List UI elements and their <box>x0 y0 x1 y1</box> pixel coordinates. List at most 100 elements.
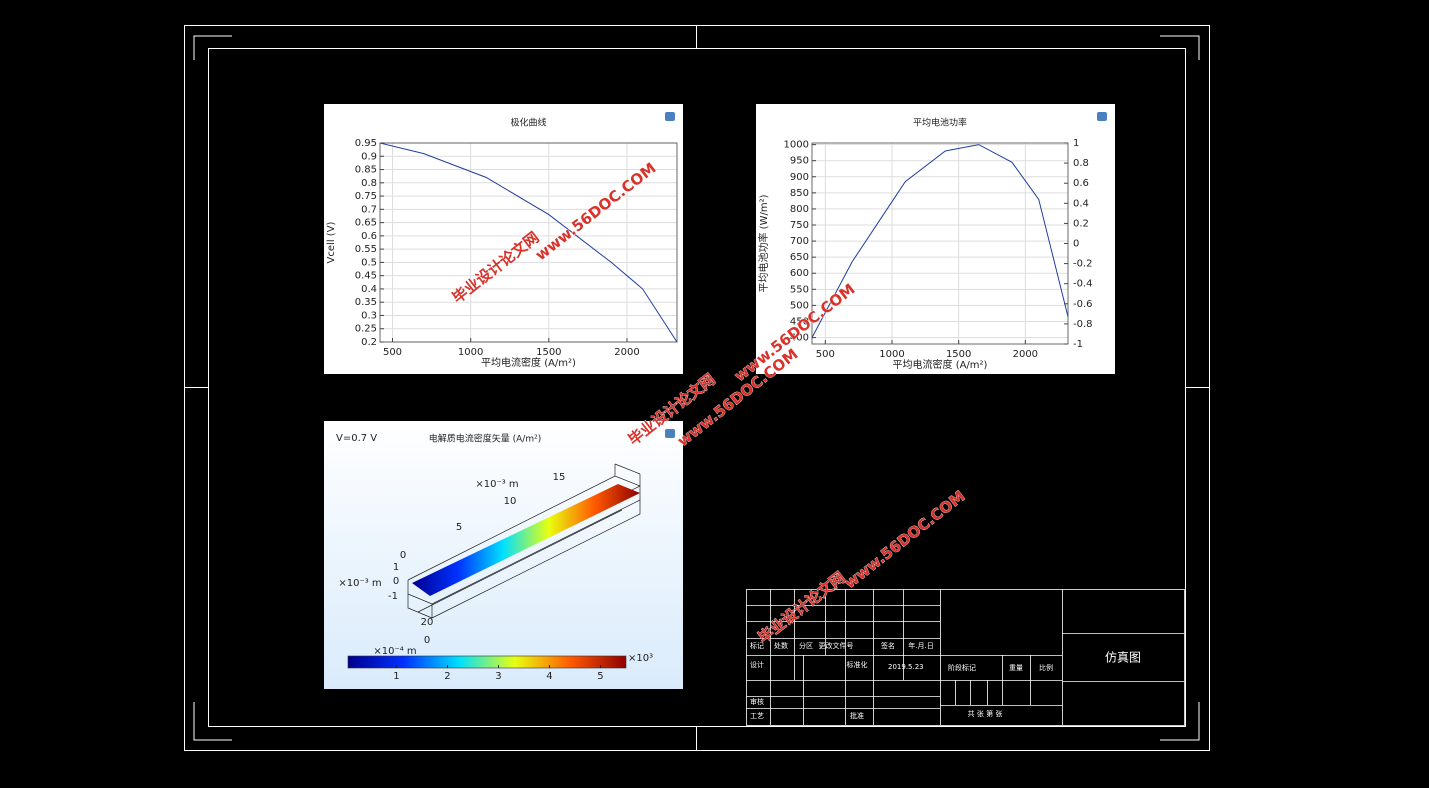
annotation: V=0.7 V <box>336 433 377 444</box>
panel <box>756 104 1115 374</box>
plot-frame <box>811 142 1069 345</box>
title-block-label: 签名 <box>881 641 895 650</box>
x-tick-label: 500 <box>383 347 402 358</box>
axis-label: ×10⁻³ m <box>475 479 518 490</box>
title-block-label: 年.月.日 <box>908 641 933 650</box>
x-tick-label: 1500 <box>946 349 971 360</box>
y-axis-label: Vcell (V) <box>326 221 337 263</box>
title-block <box>746 589 1185 726</box>
sheet-frame <box>184 25 1210 751</box>
axis-tick-label: 5 <box>456 522 462 533</box>
title-block-label: 阶段标记 <box>948 663 976 672</box>
axis-tick-label: 0 <box>424 635 430 646</box>
y-tick-label: 900 <box>790 172 809 183</box>
date: 2019.5.23 <box>888 663 924 671</box>
title-block-label: 重量 <box>1009 664 1023 672</box>
x-tick-label: 1000 <box>458 347 483 358</box>
title-block-label: 标准化 <box>847 660 868 669</box>
title-block-label: 审核 <box>750 697 764 706</box>
y-tick-label: 0.85 <box>355 165 377 176</box>
y-tick-label: 0.35 <box>355 297 377 308</box>
axis-tick-label: 10 <box>504 496 517 507</box>
y2-tick-label: -0.8 <box>1073 319 1093 330</box>
title-block-label: 处数 <box>774 641 788 650</box>
y-tick-label: 0.25 <box>355 324 377 335</box>
y-tick-label: 800 <box>790 204 809 215</box>
title-block-label: 分区 <box>799 641 813 650</box>
y-tick-label: 0.5 <box>361 257 377 268</box>
drawing-name: 仿真图 <box>1105 651 1141 665</box>
y-tick-label: 0.55 <box>355 244 377 255</box>
y2-tick-label: -0.4 <box>1073 279 1093 290</box>
y-tick-label: 0.95 <box>355 138 377 149</box>
y-tick-label: 0.2 <box>361 337 377 348</box>
colorbar-tick-label: 1 <box>393 671 399 682</box>
x-tick-label: 500 <box>816 349 835 360</box>
y-tick-label: 750 <box>790 220 809 231</box>
y2-tick-label: 1 <box>1073 138 1079 149</box>
y-tick-label: 1000 <box>784 140 809 151</box>
title-block-label: 更改文件号 <box>819 641 854 650</box>
plot-frame <box>379 142 678 343</box>
title-block-label: 标记 <box>750 641 764 650</box>
x-tick-label: 1500 <box>536 347 561 358</box>
y-tick-label: 550 <box>790 284 809 295</box>
title-block-label: 共 张 第 张 <box>968 709 1003 718</box>
title-block-label: 设计 <box>750 660 764 669</box>
x-axis-label: 平均电流密度 (A/m²) <box>481 356 576 369</box>
y2-tick-label: 0 <box>1073 239 1079 250</box>
panel-icons <box>665 112 1107 438</box>
y2-tick-label: 0.6 <box>1073 178 1089 189</box>
title-block-label: 比例 <box>1039 663 1053 672</box>
chart-title: 平均电池功率 <box>913 117 967 129</box>
y-tick-label: 950 <box>790 156 809 167</box>
y-tick-label: 0.45 <box>355 271 377 282</box>
axis-tick-label: -1 <box>388 591 398 602</box>
axis-tick-label: 0 <box>393 576 399 587</box>
data-line <box>811 144 1069 338</box>
y-tick-label: 650 <box>790 252 809 263</box>
current-density-surface <box>412 484 640 596</box>
y-tick-label: 600 <box>790 268 809 279</box>
y-tick-label: 400 <box>790 333 809 344</box>
colorbar <box>347 655 627 669</box>
watermark: www.56DOC.COM <box>841 487 969 592</box>
data-line <box>379 142 678 343</box>
colorbar-tick-label: 4 <box>546 671 552 682</box>
watermark: 毕业设计论文网 <box>755 568 849 647</box>
y2-tick-label: 0.8 <box>1073 158 1089 169</box>
colorbar-tick-label: 5 <box>597 671 603 682</box>
y2-tick-label: -1 <box>1073 339 1083 350</box>
y2-tick-label: 0.2 <box>1073 218 1089 229</box>
y-tick-label: 0.9 <box>361 151 377 162</box>
axis-label: ×10⁻³ m <box>338 578 381 589</box>
y-tick-label: 700 <box>790 236 809 247</box>
chart-title: 电解质电流密度矢量 (A/m²) <box>429 433 541 445</box>
title-block-label: 批准 <box>850 711 864 720</box>
x-axis-label: 平均电流密度 (A/m²) <box>893 358 988 371</box>
x-tick-label: 2000 <box>1013 349 1038 360</box>
y-tick-label: 0.4 <box>361 284 377 295</box>
axis-tick-label: 20 <box>421 617 434 628</box>
y2-tick-label: 0.4 <box>1073 198 1089 209</box>
y-axis-label: 平均电池功率 (W/m²) <box>757 194 770 292</box>
colorbar-label: ×10³ <box>628 653 653 664</box>
axis-tick-label: 15 <box>553 472 566 483</box>
colorbar-tick-label: 2 <box>444 671 450 682</box>
y-tick-label: 500 <box>790 300 809 311</box>
y-tick-label: 450 <box>790 316 809 327</box>
panel <box>324 104 683 374</box>
y2-tick-label: -0.6 <box>1073 299 1093 310</box>
axis-label: ×10⁻⁴ m <box>373 646 416 657</box>
axis-tick-label: 1 <box>393 562 399 573</box>
y-tick-label: 0.8 <box>361 178 377 189</box>
y-tick-label: 0.6 <box>361 231 377 242</box>
y-tick-label: 0.65 <box>355 218 377 229</box>
x-tick-label: 1000 <box>879 349 904 360</box>
chart-title: 极化曲线 <box>510 117 546 129</box>
y-tick-label: 0.75 <box>355 191 377 202</box>
y-tick-label: 0.7 <box>361 204 377 215</box>
axis-tick-label: 0 <box>400 550 406 561</box>
colorbar-tick-label: 3 <box>495 671 501 682</box>
